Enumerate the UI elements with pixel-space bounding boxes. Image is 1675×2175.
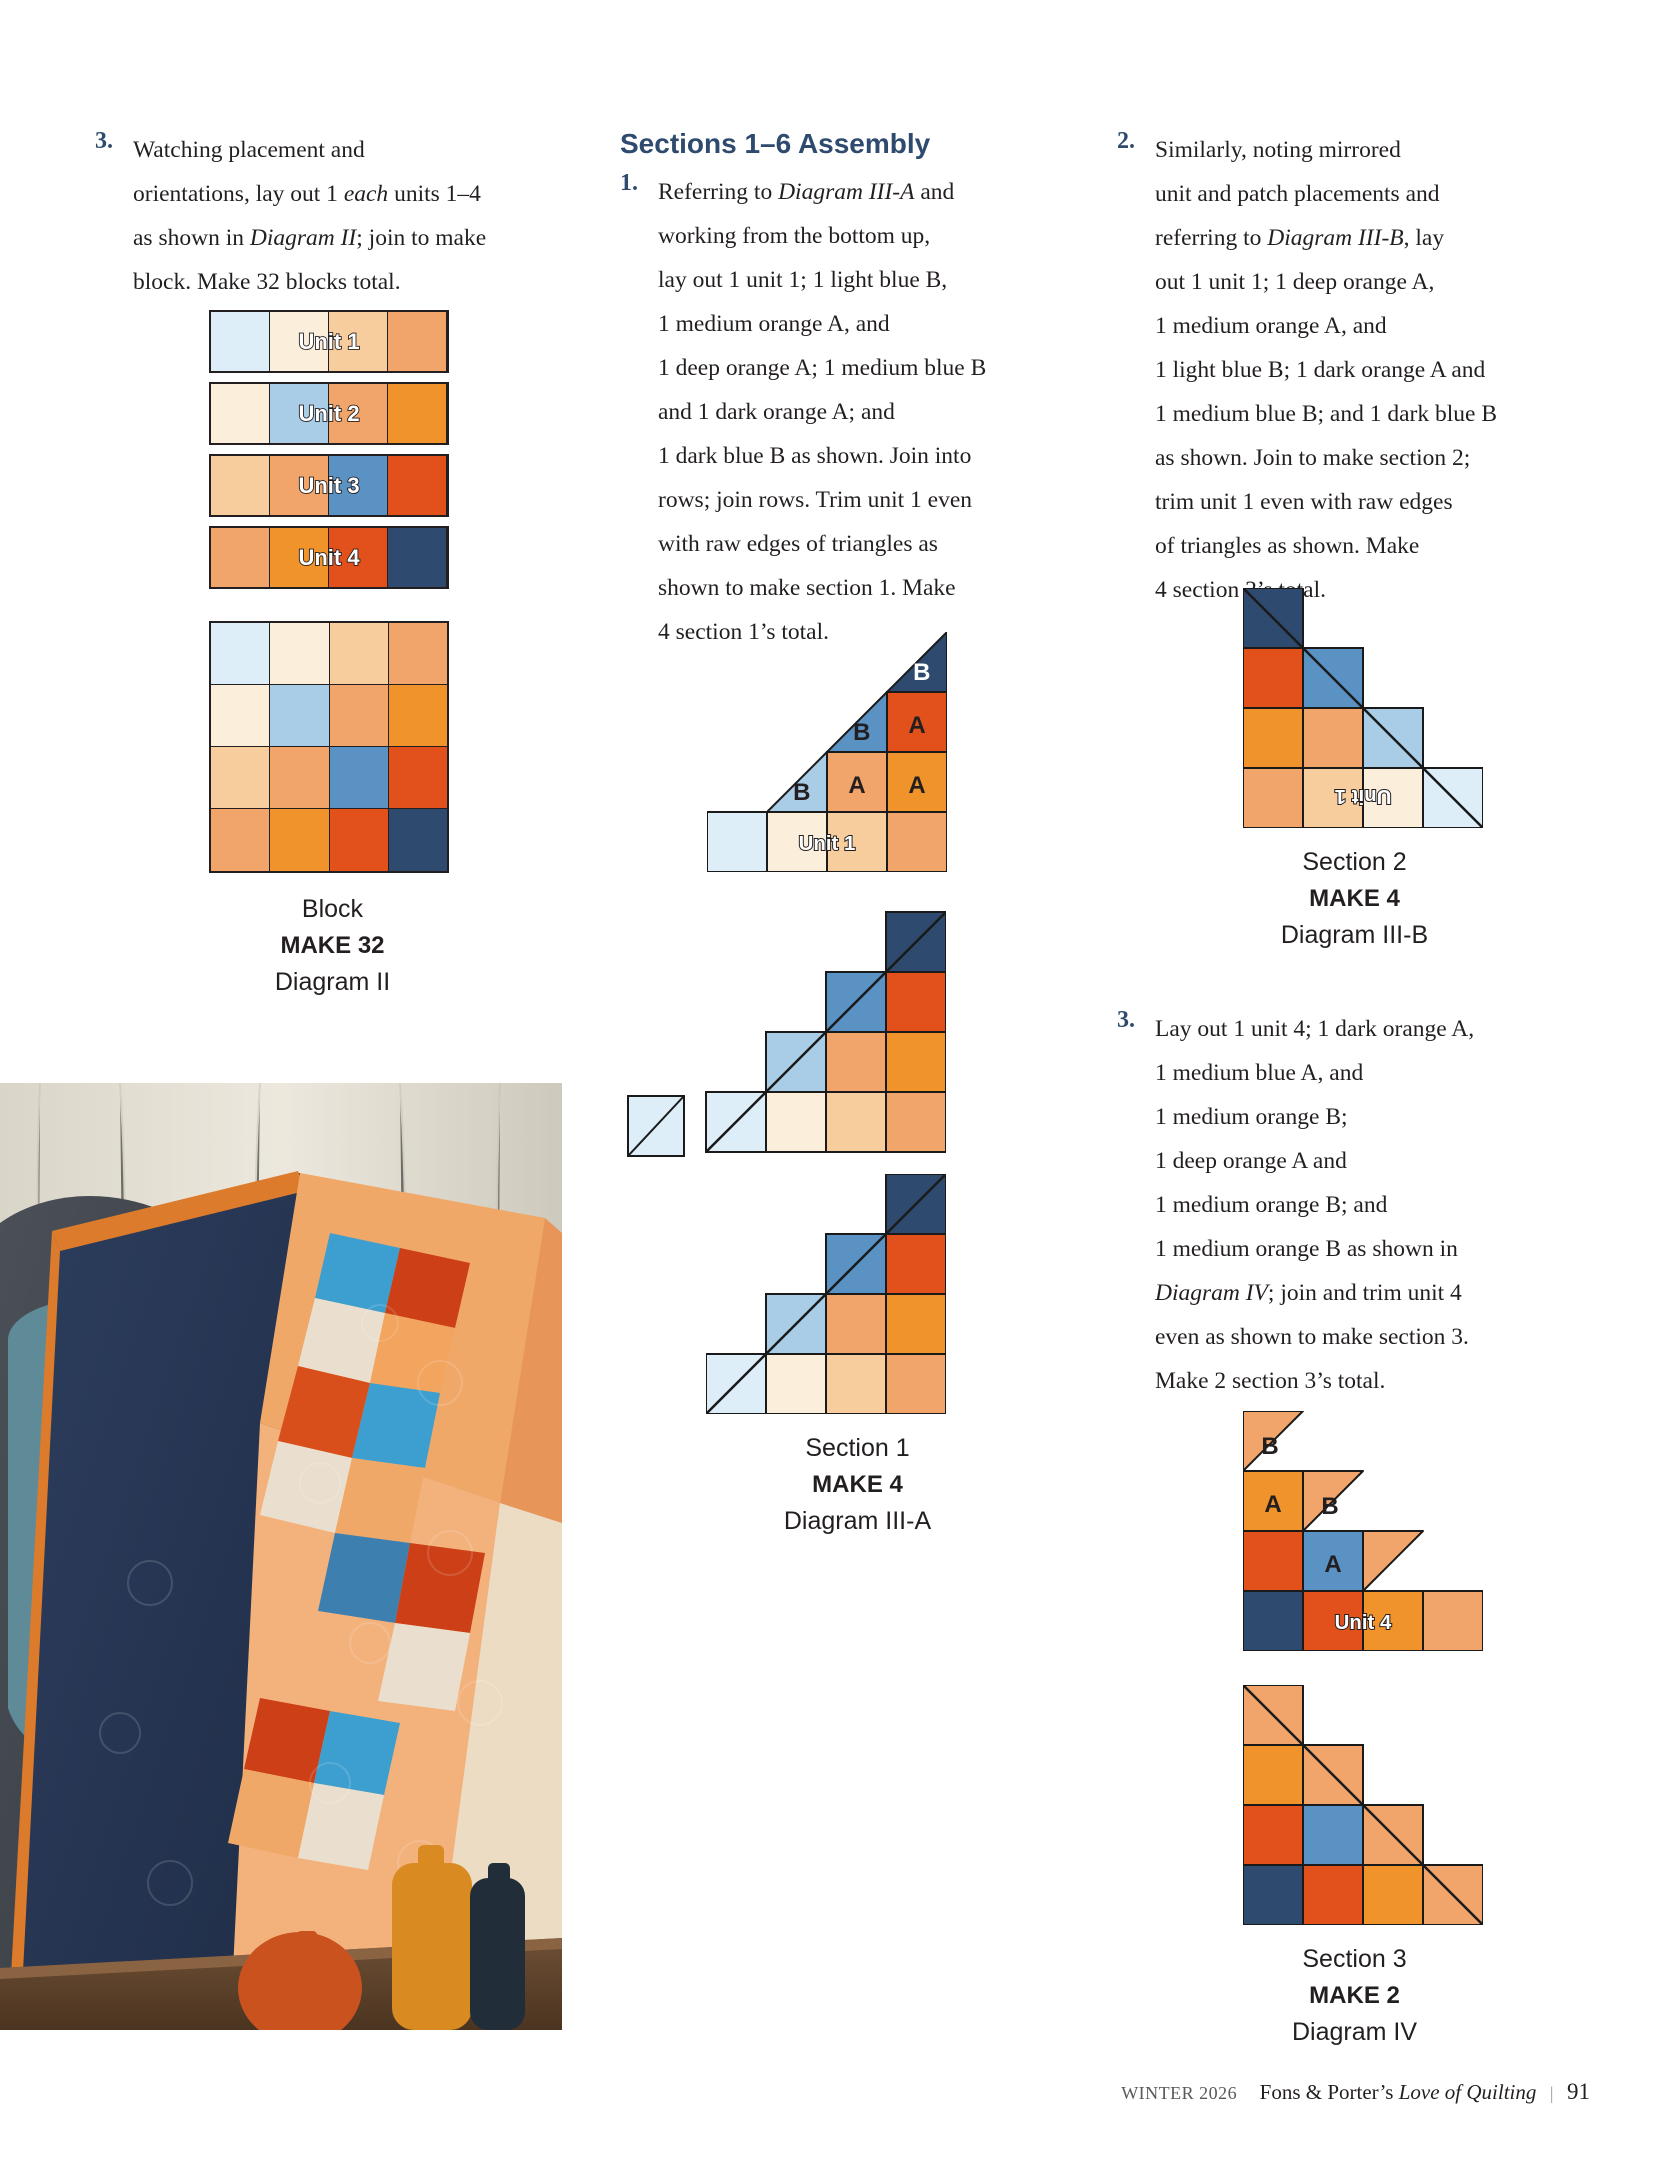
svg-text:B: B (913, 659, 930, 686)
svg-text:A: A (908, 712, 925, 739)
svg-text:A: A (908, 772, 925, 799)
svg-text:B: B (1261, 1433, 1278, 1460)
svg-text:B: B (793, 779, 810, 806)
svg-text:B: B (853, 719, 870, 746)
svg-text:B: B (1321, 1493, 1338, 1520)
svg-text:A: A (1324, 1551, 1341, 1578)
svg-text:Unit 1: Unit 1 (799, 833, 856, 855)
svg-text:Unit 1: Unit 1 (1335, 785, 1392, 807)
svg-text:A: A (848, 772, 865, 799)
svg-text:A: A (1264, 1491, 1281, 1518)
svg-text:Unit 4: Unit 4 (1335, 1612, 1392, 1634)
